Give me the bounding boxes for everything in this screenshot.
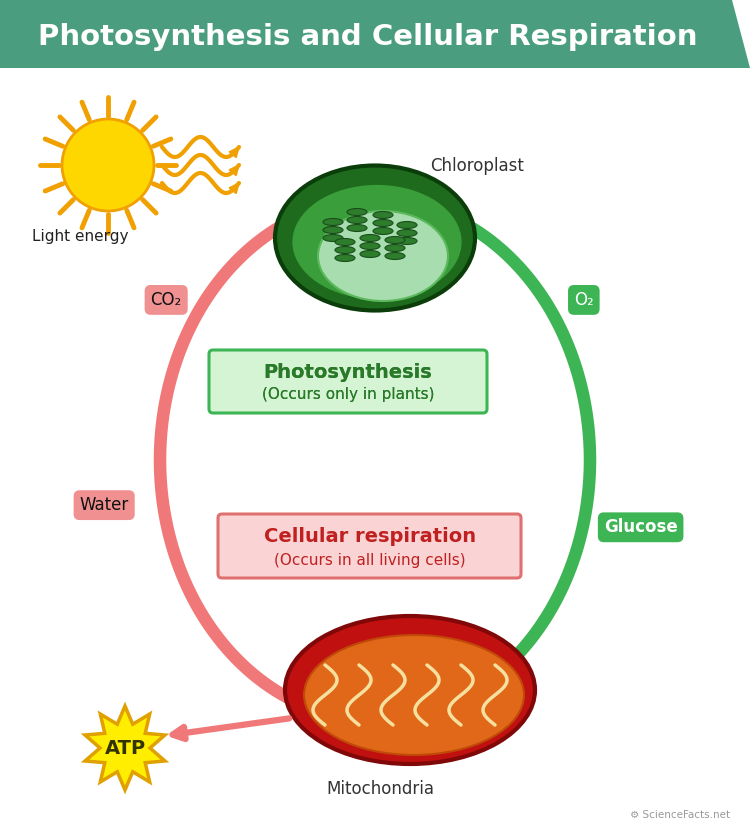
Ellipse shape (323, 226, 343, 234)
Text: Photosynthesis: Photosynthesis (264, 363, 432, 382)
Text: Photosynthesis: Photosynthesis (264, 363, 432, 382)
Ellipse shape (360, 250, 380, 257)
Ellipse shape (360, 242, 380, 250)
Ellipse shape (373, 227, 393, 235)
Polygon shape (230, 147, 239, 157)
Ellipse shape (397, 237, 417, 245)
Text: Water: Water (80, 496, 129, 514)
Ellipse shape (373, 211, 393, 219)
Polygon shape (0, 0, 750, 68)
Ellipse shape (304, 635, 524, 755)
Ellipse shape (385, 252, 405, 260)
Polygon shape (230, 183, 239, 194)
Ellipse shape (347, 225, 367, 231)
Ellipse shape (323, 235, 343, 241)
Text: (Occurs only in plants): (Occurs only in plants) (262, 388, 434, 403)
Polygon shape (85, 706, 165, 790)
Ellipse shape (385, 245, 405, 251)
Ellipse shape (291, 184, 463, 300)
Ellipse shape (335, 246, 355, 254)
Text: Cellular respiration: Cellular respiration (264, 527, 476, 547)
Ellipse shape (360, 235, 380, 241)
Ellipse shape (397, 230, 417, 236)
Text: ⚙ ScienceFacts.net: ⚙ ScienceFacts.net (630, 810, 730, 820)
Text: Light energy: Light energy (32, 229, 128, 244)
FancyBboxPatch shape (209, 350, 487, 413)
Ellipse shape (335, 255, 355, 261)
Ellipse shape (275, 166, 475, 310)
Text: (Occurs only in plants): (Occurs only in plants) (262, 388, 434, 403)
Text: O₂: O₂ (574, 291, 594, 309)
Text: Glucose: Glucose (604, 518, 677, 537)
Text: CO₂: CO₂ (151, 291, 182, 309)
Circle shape (62, 119, 154, 211)
Polygon shape (310, 202, 330, 218)
Ellipse shape (318, 211, 448, 301)
Ellipse shape (397, 221, 417, 229)
Ellipse shape (285, 616, 535, 764)
Ellipse shape (347, 209, 367, 215)
Text: Photosynthesis and Cellular Respiration: Photosynthesis and Cellular Respiration (38, 23, 698, 51)
Ellipse shape (385, 236, 405, 244)
Text: (Occurs in all living cells): (Occurs in all living cells) (274, 553, 466, 568)
Ellipse shape (323, 219, 343, 225)
Text: ATP: ATP (104, 739, 146, 757)
Ellipse shape (347, 216, 367, 224)
Text: Mitochondria: Mitochondria (326, 780, 434, 798)
Ellipse shape (373, 220, 393, 226)
Polygon shape (230, 165, 239, 176)
Ellipse shape (335, 239, 355, 245)
FancyBboxPatch shape (218, 514, 521, 578)
Polygon shape (400, 711, 420, 726)
Text: Chloroplast: Chloroplast (430, 157, 524, 175)
